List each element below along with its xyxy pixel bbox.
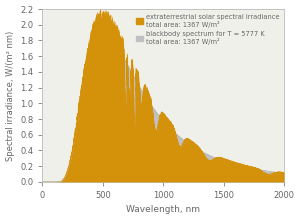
- X-axis label: Wavelength, nm: Wavelength, nm: [126, 205, 200, 214]
- Y-axis label: Spectral irradiance, W/(m² nm): Spectral irradiance, W/(m² nm): [6, 30, 15, 161]
- Legend: extraterrestrial solar spectral irradiance
total area: 1367 W/m², blackbody spec: extraterrestrial solar spectral irradian…: [135, 12, 280, 47]
